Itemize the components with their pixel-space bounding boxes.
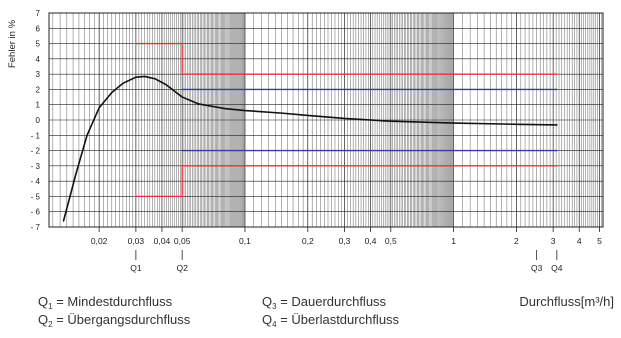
flow-markers: Q1 Q2 Q3 Q4 bbox=[130, 250, 563, 273]
y-tick-label: 5 bbox=[36, 40, 41, 49]
x-tick-label: 0,3 bbox=[339, 236, 351, 246]
legend-item-q2: Q2 = Übergangsdurchfluss bbox=[38, 312, 191, 329]
y-axis-label: Fehler in % bbox=[7, 19, 18, 68]
y-tick-label: - 3 bbox=[31, 162, 41, 171]
y-tick-labels: 7 6 5 4 3 2 1 0 - 1 - 2 - 3 - 4 - 5 - 6 - 7 bbox=[31, 9, 41, 232]
x-tick-label: 0,02 bbox=[91, 236, 108, 246]
flow-marker-label: Q2 bbox=[176, 263, 188, 273]
legend: Q1 = Mindestdurchfluss Q2 = Übergangsdur… bbox=[38, 294, 400, 329]
y-tick-label: - 7 bbox=[31, 223, 41, 232]
x-tick-label: 0,05 bbox=[174, 236, 191, 246]
x-tick-label: 0,4 bbox=[365, 236, 377, 246]
legend-item-q4: Q4 = Überlastdurchfluss bbox=[262, 312, 400, 329]
x-tick-label: 5 bbox=[597, 236, 602, 246]
series-lines bbox=[62, 42, 558, 222]
flow-marker-label: Q1 bbox=[130, 263, 142, 273]
x-tick-label: 1 bbox=[451, 236, 456, 246]
y-tick-label: 7 bbox=[36, 9, 41, 18]
x-axis-label: Durchfluss[m³/h] bbox=[519, 294, 614, 309]
y-tick-label: - 4 bbox=[31, 177, 41, 186]
x-tick-label: 0,2 bbox=[302, 236, 314, 246]
x-tick-label: 0,04 bbox=[154, 236, 171, 246]
x-tick-labels: 0,02 0,03 0,04 0,05 0,1 0,2 0,3 0,4 0,5 1 2 3 4 5 bbox=[91, 227, 602, 246]
series-line-measured bbox=[62, 75, 558, 222]
flow-marker-label: Q4 bbox=[551, 263, 563, 273]
x-tick-label: 0,03 bbox=[128, 236, 145, 246]
series-line-mpe-red-lower bbox=[135, 165, 558, 198]
y-tick-label: 2 bbox=[36, 85, 41, 94]
y-tick-label: 1 bbox=[36, 101, 41, 110]
y-tick-label: - 6 bbox=[31, 208, 41, 217]
series-line-mpe-red-upper bbox=[135, 42, 558, 75]
x-tick-label: 0,5 bbox=[385, 236, 397, 246]
flow-marker-label: Q3 bbox=[531, 263, 543, 273]
legend-item-q3: Q3 = Dauerdurchfluss bbox=[262, 294, 387, 311]
x-tick-label: 3 bbox=[551, 236, 556, 246]
y-tick-label: - 2 bbox=[31, 147, 41, 156]
legend-item-q1: Q1 = Mindestdurchfluss bbox=[38, 294, 173, 311]
y-tick-label: - 5 bbox=[31, 192, 41, 201]
grid bbox=[49, 12, 603, 228]
y-tick-label: 3 bbox=[36, 70, 41, 79]
y-tick-label: - 1 bbox=[31, 131, 41, 140]
y-tick-label: 4 bbox=[36, 55, 41, 64]
plot-frame bbox=[48, 12, 604, 228]
x-tick-label: 0,1 bbox=[239, 236, 251, 246]
y-tick-label: 6 bbox=[36, 24, 41, 33]
x-tick-label: 4 bbox=[577, 236, 582, 246]
y-tick-label: 0 bbox=[36, 116, 41, 125]
x-tick-label: 2 bbox=[514, 236, 519, 246]
